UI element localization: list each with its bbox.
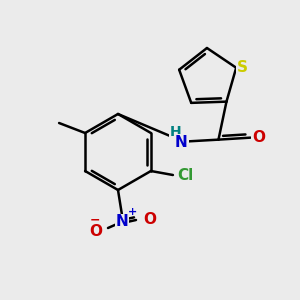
- Text: N: N: [116, 214, 128, 230]
- Text: S: S: [237, 60, 248, 75]
- Text: O: O: [143, 212, 157, 227]
- Text: N: N: [175, 135, 188, 150]
- Text: O: O: [252, 130, 265, 145]
- Text: O: O: [89, 224, 103, 238]
- Text: H: H: [170, 124, 181, 139]
- Text: +: +: [128, 207, 137, 217]
- Text: −: −: [90, 213, 101, 226]
- Text: Cl: Cl: [177, 167, 193, 182]
